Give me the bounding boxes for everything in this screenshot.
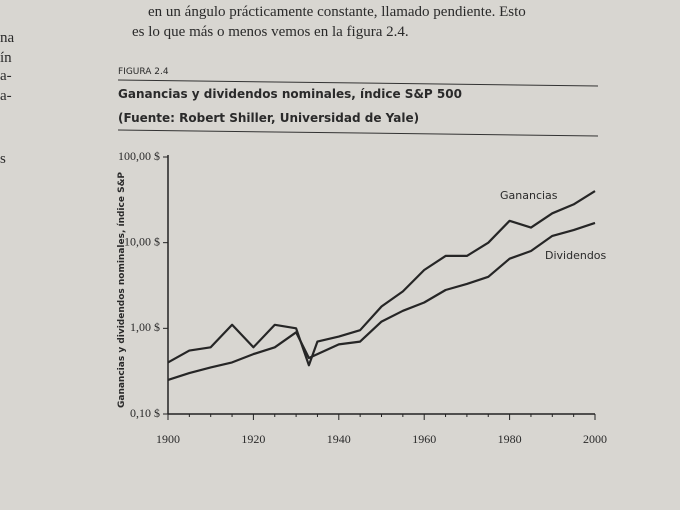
figure-label: FIGURA 2.4 [118, 67, 169, 77]
margin-text: a- [0, 68, 12, 84]
margin-text: na [0, 30, 15, 46]
series-label: Dividendos [545, 249, 607, 262]
y-tick-label: 100,00 $ [118, 149, 160, 163]
series-label: Ganancias [500, 189, 558, 202]
body-line: es lo que más o menos vemos en la figura… [132, 24, 409, 40]
rule [117, 129, 599, 137]
series-line [167, 221, 596, 381]
x-tick-label: 1940 [327, 432, 351, 446]
series-line [167, 190, 596, 367]
y-tick-label: 10,00 $ [124, 234, 160, 248]
rule [117, 79, 599, 87]
y-tick-label: 1,00 $ [130, 320, 160, 334]
x-tick-label: 1920 [241, 432, 265, 446]
chart-subtitle: (Fuente: Robert Shiller, Universidad de … [118, 111, 419, 125]
margin-text: s [0, 151, 6, 167]
margin-text: a- [0, 88, 12, 104]
x-tick-label: 1980 [498, 432, 522, 446]
margin-text: ín [0, 50, 12, 66]
y-axis-label: Ganancias y dividendos nominales, índice… [117, 172, 127, 408]
x-tick-label: 1960 [412, 432, 436, 446]
chart-title: Ganancias y dividendos nominales, índice… [118, 87, 462, 101]
x-tick-label: 2000 [583, 432, 607, 446]
body-line: en un ángulo prácticamente constante, ll… [148, 4, 526, 20]
x-tick-label: 1900 [156, 432, 180, 446]
y-tick-label: 0,10 $ [130, 406, 160, 420]
